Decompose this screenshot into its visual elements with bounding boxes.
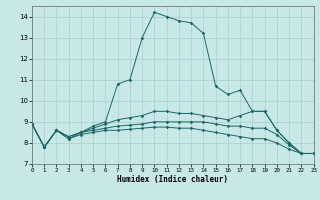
X-axis label: Humidex (Indice chaleur): Humidex (Indice chaleur) [117, 175, 228, 184]
